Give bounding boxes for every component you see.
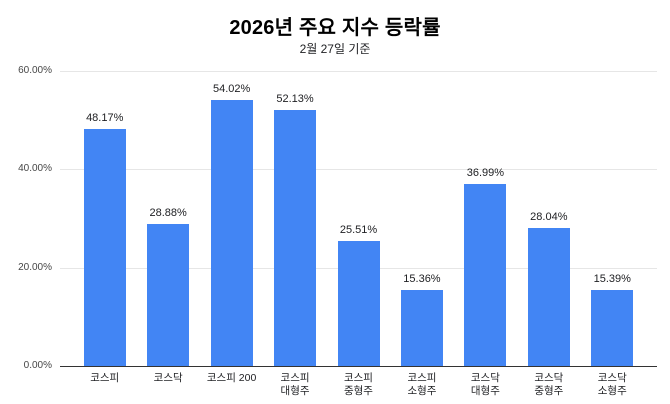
y-axis-tick-label: 40.00% xyxy=(18,163,52,175)
x-axis-category-label: 코스피 대형주 xyxy=(260,372,329,398)
bar-value-label: 28.88% xyxy=(149,207,187,219)
x-axis-category-label-line: 중형주 xyxy=(534,385,564,397)
x-axis-category-label-line: 대형주 xyxy=(470,385,500,397)
x-axis-category-label-line: 코스피 xyxy=(280,372,310,384)
chart-bar xyxy=(464,184,507,366)
chart-bar xyxy=(147,224,190,366)
x-axis-category-label-line: 코스닥 xyxy=(153,372,183,384)
x-axis-category-label-line: 코스피 xyxy=(343,372,373,384)
gridline xyxy=(60,169,657,171)
x-axis-category-label-line: 중형주 xyxy=(343,385,373,397)
y-axis-tick-label: 0.00% xyxy=(23,360,52,371)
x-axis-category-label-line: 코스피 xyxy=(90,372,120,384)
x-axis-category-label-line: 대형주 xyxy=(280,385,310,397)
x-axis-category-label-line: 소형주 xyxy=(407,385,437,397)
gridline xyxy=(60,71,657,72)
x-axis-category-label-line: 코스닥 xyxy=(470,372,500,384)
bar-value-label: 25.51% xyxy=(339,223,378,236)
y-axis-tick-label: 60.00% xyxy=(18,65,52,76)
bar-value-label: 28.04% xyxy=(530,211,568,224)
x-axis-category-label: 코스피 중형주 xyxy=(324,372,393,398)
x-axis-category-label-line: 소형주 xyxy=(597,385,627,397)
chart-bar xyxy=(337,240,380,366)
chart-title: 2026년 주요 지수 등락률 xyxy=(229,17,441,39)
bar-value-label: 15.39% xyxy=(593,273,631,286)
x-axis-category-label: 코스닥 대형주 xyxy=(451,372,520,398)
x-axis-category-label: 코스피 200 xyxy=(197,372,266,385)
x-axis-category-label: 코스피 xyxy=(70,372,139,385)
x-axis-category-label-line: 코스피 200 xyxy=(206,372,257,384)
x-axis-category-label: 코스닥 중형주 xyxy=(514,372,583,398)
bar-value-label: 48.17% xyxy=(86,112,124,125)
chart-bar xyxy=(274,109,317,366)
chart-bar xyxy=(83,129,126,366)
x-axis-category-label: 코스닥 소형주 xyxy=(578,372,647,398)
bar-value-label: 15.36% xyxy=(403,273,441,286)
bar-value-label: 54.02% xyxy=(212,83,251,96)
y-axis-tick-label: 20.00% xyxy=(18,261,52,273)
x-axis-category-label: 코스닥 xyxy=(133,372,202,385)
chart-bar xyxy=(527,228,570,366)
x-axis-baseline xyxy=(60,366,657,367)
bar-value-label: 36.99% xyxy=(466,167,505,180)
chart-bar xyxy=(210,100,253,366)
x-axis-category-label-line: 코스피 xyxy=(407,372,437,384)
chart-bar xyxy=(591,290,634,366)
x-axis-category-label-line: 코스닥 xyxy=(597,372,627,384)
x-axis-category-label: 코스피 소형주 xyxy=(387,372,456,398)
bar-value-label: 52.13% xyxy=(276,92,314,105)
chart-bar xyxy=(400,290,443,366)
x-axis-category-label-line: 코스닥 xyxy=(534,372,564,384)
chart-subtitle: 2월 27일 기준 xyxy=(299,42,371,56)
